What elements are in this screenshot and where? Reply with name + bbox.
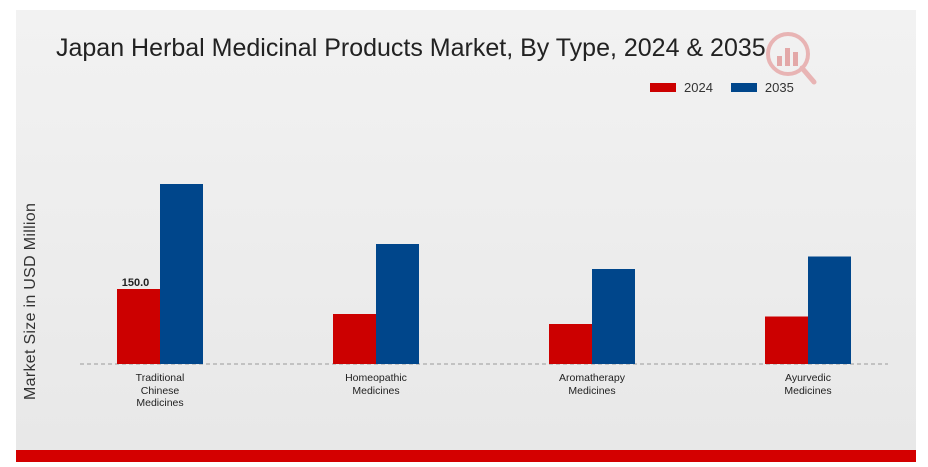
chart-legend: 2024 2035	[650, 80, 812, 95]
x-tick-label: Aromatherapy Medicines	[559, 372, 625, 397]
bar-2024-3	[765, 316, 808, 364]
brand-logo-icon	[766, 32, 817, 85]
legend-label-2024: 2024	[684, 80, 713, 95]
legend-item-2024: 2024	[650, 80, 713, 95]
chart-title: Japan Herbal Medicinal Products Market, …	[56, 34, 766, 62]
bar-2035-1	[376, 244, 419, 364]
x-tick-label: Homeopathic Medicines	[345, 372, 407, 397]
bar-2035-0	[160, 184, 203, 364]
bar-2024-1	[333, 314, 376, 364]
bar-2035-3	[808, 256, 851, 364]
x-tick-label: Ayurvedic Medicines	[784, 372, 832, 397]
footer-accent-bar	[16, 450, 916, 462]
bar-2024-0	[117, 289, 160, 364]
legend-label-2035: 2035	[764, 80, 794, 95]
legend-item-2035: 2035	[730, 80, 794, 95]
x-tick-label: Traditional Chinese Medicines	[135, 372, 185, 409]
legend-swatch-2035	[730, 83, 757, 92]
bar-2024-2	[549, 324, 592, 364]
legend-swatch-2024	[650, 83, 676, 92]
data-label: 150.0	[122, 277, 150, 289]
bar-2035-2	[592, 269, 635, 364]
